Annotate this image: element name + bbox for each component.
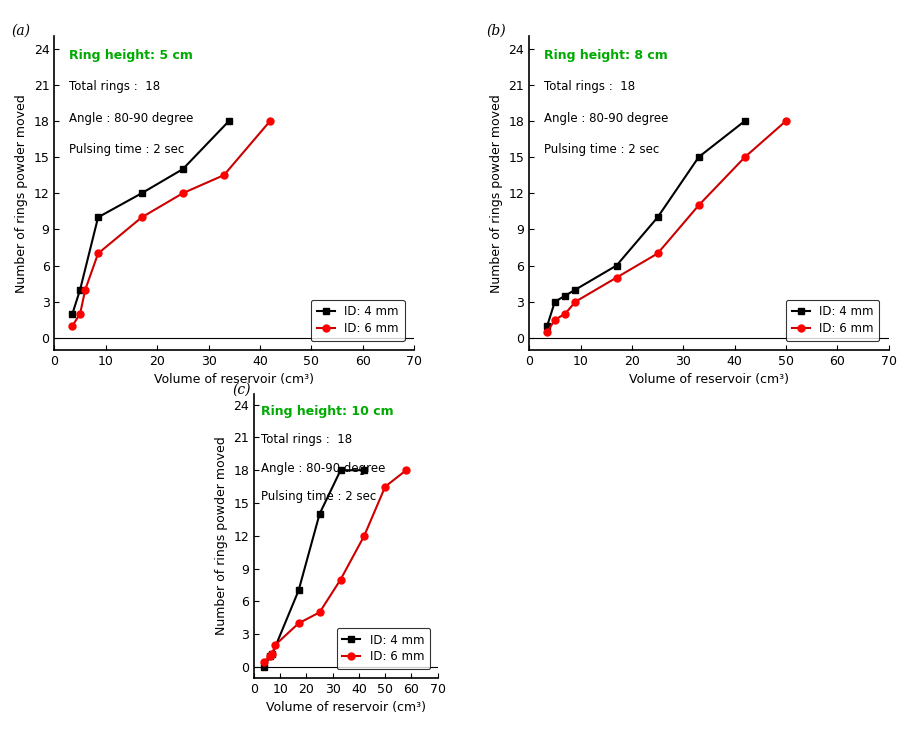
Line: ID: 4 mm: ID: 4 mm bbox=[261, 467, 367, 671]
ID: 6 mm: (33, 13.5): 6 mm: (33, 13.5) bbox=[219, 171, 229, 179]
ID: 6 mm: (42, 12): 6 mm: (42, 12) bbox=[359, 531, 370, 540]
ID: 4 mm: (5, 3): 4 mm: (5, 3) bbox=[550, 297, 561, 306]
ID: 6 mm: (17, 5): 6 mm: (17, 5) bbox=[611, 273, 622, 282]
ID: 6 mm: (8.5, 7): 6 mm: (8.5, 7) bbox=[93, 249, 103, 258]
Text: Total rings :  18: Total rings : 18 bbox=[261, 434, 353, 446]
Text: Angle : 80-90 degree: Angle : 80-90 degree bbox=[261, 462, 385, 475]
ID: 6 mm: (5, 1.5): 6 mm: (5, 1.5) bbox=[550, 316, 561, 324]
ID: 6 mm: (42, 15): 6 mm: (42, 15) bbox=[739, 152, 750, 161]
ID: 4 mm: (7, 3.5): 4 mm: (7, 3.5) bbox=[560, 292, 571, 300]
ID: 4 mm: (33, 18): 4 mm: (33, 18) bbox=[336, 466, 346, 475]
ID: 6 mm: (4, 0.5): 6 mm: (4, 0.5) bbox=[259, 658, 270, 666]
ID: 6 mm: (8, 2): 6 mm: (8, 2) bbox=[269, 641, 280, 650]
Text: Total rings :  18: Total rings : 18 bbox=[69, 80, 160, 93]
ID: 4 mm: (17, 7): 4 mm: (17, 7) bbox=[293, 586, 304, 595]
Text: Ring height: 5 cm: Ring height: 5 cm bbox=[69, 49, 192, 62]
ID: 4 mm: (6, 1): 4 mm: (6, 1) bbox=[264, 652, 275, 660]
Y-axis label: Number of rings powder moved: Number of rings powder moved bbox=[490, 94, 502, 292]
Legend: ID: 4 mm, ID: 6 mm: ID: 4 mm, ID: 6 mm bbox=[336, 628, 430, 669]
ID: 6 mm: (7, 1.2): 6 mm: (7, 1.2) bbox=[267, 650, 278, 658]
Legend: ID: 4 mm, ID: 6 mm: ID: 4 mm, ID: 6 mm bbox=[311, 300, 405, 341]
ID: 6 mm: (58, 18): 6 mm: (58, 18) bbox=[401, 466, 412, 475]
Legend: ID: 4 mm, ID: 6 mm: ID: 4 mm, ID: 6 mm bbox=[785, 300, 880, 341]
ID: 6 mm: (17, 4): 6 mm: (17, 4) bbox=[293, 619, 304, 628]
Line: ID: 6 mm: ID: 6 mm bbox=[69, 117, 274, 330]
ID: 4 mm: (17, 6): 4 mm: (17, 6) bbox=[611, 261, 622, 270]
ID: 6 mm: (25, 5): 6 mm: (25, 5) bbox=[314, 608, 325, 617]
X-axis label: Volume of reservoir (cm³): Volume of reservoir (cm³) bbox=[154, 373, 314, 386]
Text: Angle : 80-90 degree: Angle : 80-90 degree bbox=[543, 112, 668, 125]
ID: 6 mm: (9, 3): 6 mm: (9, 3) bbox=[570, 297, 580, 306]
ID: 6 mm: (50, 18): 6 mm: (50, 18) bbox=[781, 117, 792, 125]
X-axis label: Volume of reservoir (cm³): Volume of reservoir (cm³) bbox=[266, 701, 425, 714]
ID: 4 mm: (25, 14): 4 mm: (25, 14) bbox=[178, 165, 189, 174]
ID: 4 mm: (5, 4): 4 mm: (5, 4) bbox=[74, 285, 85, 294]
ID: 4 mm: (3.5, 2): 4 mm: (3.5, 2) bbox=[67, 309, 78, 318]
Line: ID: 6 mm: ID: 6 mm bbox=[261, 467, 410, 665]
ID: 4 mm: (17, 12): 4 mm: (17, 12) bbox=[136, 189, 147, 198]
ID: 4 mm: (3.5, 1): 4 mm: (3.5, 1) bbox=[541, 321, 552, 330]
Line: ID: 6 mm: ID: 6 mm bbox=[543, 117, 790, 335]
ID: 6 mm: (42, 18): 6 mm: (42, 18) bbox=[265, 117, 276, 125]
Text: (c): (c) bbox=[232, 382, 250, 397]
ID: 4 mm: (4, 0): 4 mm: (4, 0) bbox=[259, 663, 270, 671]
ID: 6 mm: (50, 16.5): 6 mm: (50, 16.5) bbox=[380, 483, 391, 491]
ID: 4 mm: (42, 18): 4 mm: (42, 18) bbox=[359, 466, 370, 475]
ID: 6 mm: (17, 10): 6 mm: (17, 10) bbox=[136, 213, 147, 222]
Text: Total rings :  18: Total rings : 18 bbox=[543, 80, 635, 93]
ID: 4 mm: (7, 1.2): 4 mm: (7, 1.2) bbox=[267, 650, 278, 658]
ID: 6 mm: (25, 12): 6 mm: (25, 12) bbox=[178, 189, 189, 198]
ID: 6 mm: (6, 4): 6 mm: (6, 4) bbox=[80, 285, 91, 294]
Text: Pulsing time : 2 sec: Pulsing time : 2 sec bbox=[261, 491, 376, 503]
Text: Ring height: 8 cm: Ring height: 8 cm bbox=[543, 49, 668, 62]
ID: 6 mm: (25, 7): 6 mm: (25, 7) bbox=[652, 249, 663, 258]
Y-axis label: Number of rings powder moved: Number of rings powder moved bbox=[215, 437, 228, 635]
Text: (a): (a) bbox=[11, 24, 30, 38]
ID: 6 mm: (7, 2): 6 mm: (7, 2) bbox=[560, 309, 571, 318]
X-axis label: Volume of reservoir (cm³): Volume of reservoir (cm³) bbox=[629, 373, 789, 386]
ID: 6 mm: (3.5, 0.5): 6 mm: (3.5, 0.5) bbox=[541, 327, 552, 336]
Text: (b): (b) bbox=[486, 24, 505, 38]
Text: Pulsing time : 2 sec: Pulsing time : 2 sec bbox=[69, 143, 184, 156]
Text: Pulsing time : 2 sec: Pulsing time : 2 sec bbox=[543, 143, 658, 156]
Line: ID: 4 mm: ID: 4 mm bbox=[543, 117, 748, 330]
ID: 6 mm: (6, 1): 6 mm: (6, 1) bbox=[264, 652, 275, 660]
ID: 4 mm: (25, 10): 4 mm: (25, 10) bbox=[652, 213, 663, 222]
ID: 4 mm: (25, 14): 4 mm: (25, 14) bbox=[314, 510, 325, 518]
Text: Ring height: 10 cm: Ring height: 10 cm bbox=[261, 405, 394, 418]
Line: ID: 4 mm: ID: 4 mm bbox=[69, 117, 232, 317]
ID: 6 mm: (5, 2): 6 mm: (5, 2) bbox=[74, 309, 85, 318]
ID: 4 mm: (42, 18): 4 mm: (42, 18) bbox=[739, 117, 750, 125]
ID: 6 mm: (3.5, 1): 6 mm: (3.5, 1) bbox=[67, 321, 78, 330]
Y-axis label: Number of rings powder moved: Number of rings powder moved bbox=[15, 94, 28, 292]
ID: 4 mm: (9, 4): 4 mm: (9, 4) bbox=[570, 285, 580, 294]
Text: Angle : 80-90 degree: Angle : 80-90 degree bbox=[69, 112, 193, 125]
ID: 4 mm: (34, 18): 4 mm: (34, 18) bbox=[224, 117, 235, 125]
ID: 4 mm: (8.5, 10): 4 mm: (8.5, 10) bbox=[93, 213, 103, 222]
ID: 4 mm: (33, 15): 4 mm: (33, 15) bbox=[693, 152, 704, 161]
ID: 6 mm: (33, 11): 6 mm: (33, 11) bbox=[693, 201, 704, 210]
ID: 6 mm: (33, 8): 6 mm: (33, 8) bbox=[336, 575, 346, 584]
